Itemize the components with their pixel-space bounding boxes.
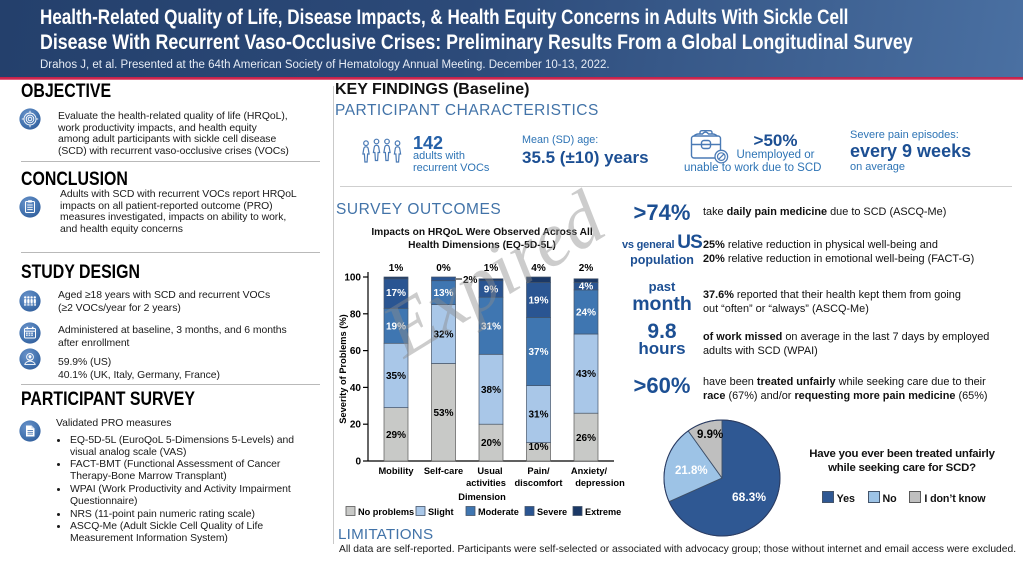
- svg-text:4%: 4%: [579, 282, 594, 293]
- svg-text:0%: 0%: [436, 263, 451, 274]
- svg-text:2%: 2%: [463, 275, 478, 286]
- svg-text:2%: 2%: [579, 263, 594, 274]
- svg-text:32%: 32%: [433, 330, 453, 341]
- svg-text:43%: 43%: [576, 369, 596, 380]
- svg-text:activities: activities: [466, 478, 506, 488]
- svg-text:21.8%: 21.8%: [675, 465, 708, 477]
- svg-text:20: 20: [350, 420, 362, 431]
- svg-text:29%: 29%: [386, 430, 406, 441]
- svg-text:31%: 31%: [528, 410, 548, 421]
- svg-text:35%: 35%: [386, 371, 406, 382]
- svg-text:24%: 24%: [576, 308, 596, 319]
- svg-text:discomfort: discomfort: [514, 478, 562, 488]
- svg-text:4%: 4%: [531, 263, 546, 274]
- svg-text:depression: depression: [575, 478, 625, 488]
- svg-text:No problems: No problems: [358, 507, 414, 517]
- svg-text:19%: 19%: [386, 322, 406, 333]
- svg-text:Dimension: Dimension: [458, 492, 506, 502]
- svg-text:13%: 13%: [433, 288, 453, 299]
- svg-text:Mobility: Mobility: [378, 466, 414, 476]
- svg-text:17%: 17%: [386, 288, 406, 299]
- svg-text:26%: 26%: [576, 433, 596, 444]
- svg-text:38%: 38%: [481, 385, 501, 396]
- svg-text:80: 80: [350, 309, 362, 320]
- svg-text:Severe: Severe: [537, 507, 567, 517]
- svg-text:9%: 9%: [484, 285, 499, 296]
- svg-text:Usual: Usual: [477, 466, 502, 476]
- svg-text:0: 0: [355, 457, 361, 468]
- svg-text:20%: 20%: [481, 438, 501, 449]
- svg-text:Pain/: Pain/: [527, 466, 550, 476]
- svg-text:10%: 10%: [528, 442, 548, 453]
- svg-text:40: 40: [350, 383, 362, 394]
- svg-text:60: 60: [350, 346, 362, 357]
- svg-text:1%: 1%: [484, 263, 499, 274]
- svg-text:37%: 37%: [528, 347, 548, 358]
- svg-text:53%: 53%: [433, 408, 453, 419]
- svg-text:9.9%: 9.9%: [697, 429, 723, 441]
- svg-text:Anxiety/: Anxiety/: [571, 466, 608, 476]
- svg-text:68.3%: 68.3%: [732, 490, 766, 504]
- svg-text:Severity of Problems (%): Severity of Problems (%): [338, 314, 348, 424]
- svg-text:1%: 1%: [389, 263, 404, 274]
- svg-text:Extreme: Extreme: [585, 507, 621, 517]
- svg-text:31%: 31%: [481, 322, 501, 333]
- svg-text:100: 100: [344, 273, 361, 284]
- svg-text:Moderate: Moderate: [478, 507, 519, 517]
- svg-text:19%: 19%: [528, 296, 548, 307]
- svg-text:Self-care: Self-care: [424, 466, 463, 476]
- svg-text:Slight: Slight: [428, 507, 454, 517]
